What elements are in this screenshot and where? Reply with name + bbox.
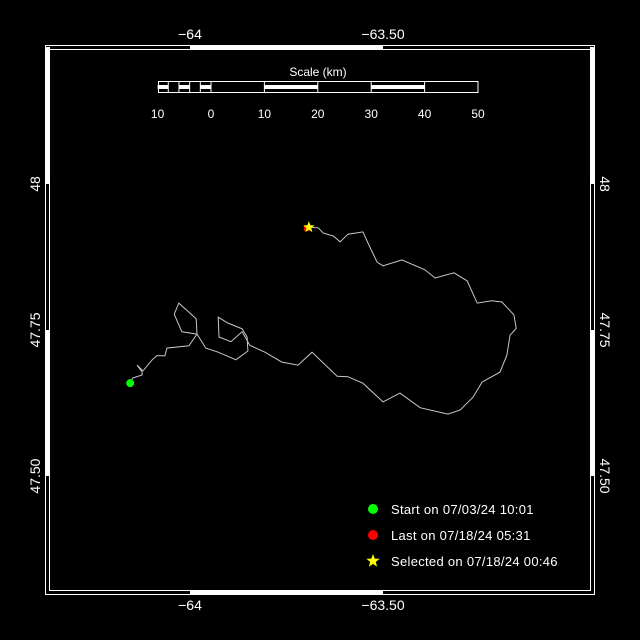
- scale-bar: Scale (km) 10 0 10 20 30 40 50: [151, 65, 485, 121]
- scale-bar-label: 50: [471, 107, 485, 121]
- legend-selected-star-icon: [366, 554, 380, 567]
- legend-last-label: Last on 07/18/24 05:31: [391, 528, 531, 543]
- lat-tick-label-left: 48: [27, 176, 43, 192]
- legend-last-icon: [368, 530, 378, 540]
- legend-selected-label: Selected on 07/18/24 00:46: [391, 554, 558, 569]
- scale-bar-title: Scale (km): [289, 65, 346, 79]
- lat-tick-label-left: 47.75: [27, 312, 43, 347]
- lon-tick-label-bottom: −64: [178, 597, 202, 613]
- lon-tick-label-top: −63.50: [361, 26, 404, 42]
- scale-bar-segment-filled: [264, 85, 318, 89]
- scale-bar-segment-filled: [200, 85, 211, 89]
- scale-bar-label: 30: [365, 107, 379, 121]
- legend-start-label: Start on 07/03/24 10:01: [391, 502, 534, 517]
- lat-tick-label-right: 48: [597, 176, 613, 192]
- selected-position-star: [303, 221, 315, 233]
- scale-bar-segment-filled: [157, 85, 169, 89]
- scale-bar-label: 10: [151, 107, 165, 121]
- lat-tick-label-right: 47.50: [597, 459, 613, 494]
- axis-tick-labels: −64 −64 −63.50 −63.50 48 48 47.75 47.75 47.50 47.…: [27, 26, 613, 613]
- scale-bar-label: 20: [311, 107, 325, 121]
- scale-bar-label: 40: [418, 107, 432, 121]
- scale-bar-label: 10: [258, 107, 272, 121]
- frame-band-top: [190, 45, 384, 50]
- map-frame: [45, 45, 595, 595]
- frame-band-bottom: [190, 590, 384, 595]
- frame-band-left: [45, 330, 50, 477]
- lon-tick-label-top: −64: [178, 26, 202, 42]
- scale-bar-segment-filled: [371, 85, 425, 89]
- track-markers: [126, 221, 315, 388]
- legend-start-icon: [368, 504, 378, 514]
- lat-tick-label-left: 47.50: [27, 458, 43, 493]
- scale-bar-label: 0: [208, 107, 215, 121]
- scale-bar-segment-filled: [178, 85, 190, 89]
- start-marker: [126, 379, 135, 388]
- lat-tick-label-right: 47.75: [597, 312, 613, 347]
- frame-band-left: [45, 47, 50, 184]
- frame-band-right: [590, 47, 595, 184]
- drifter-track-line: [129, 226, 517, 415]
- frame-band-right: [590, 330, 595, 477]
- lon-tick-label-bottom: −63.50: [361, 597, 404, 613]
- legend: Start on 07/03/24 10:01 Last on 07/18/24…: [366, 502, 558, 569]
